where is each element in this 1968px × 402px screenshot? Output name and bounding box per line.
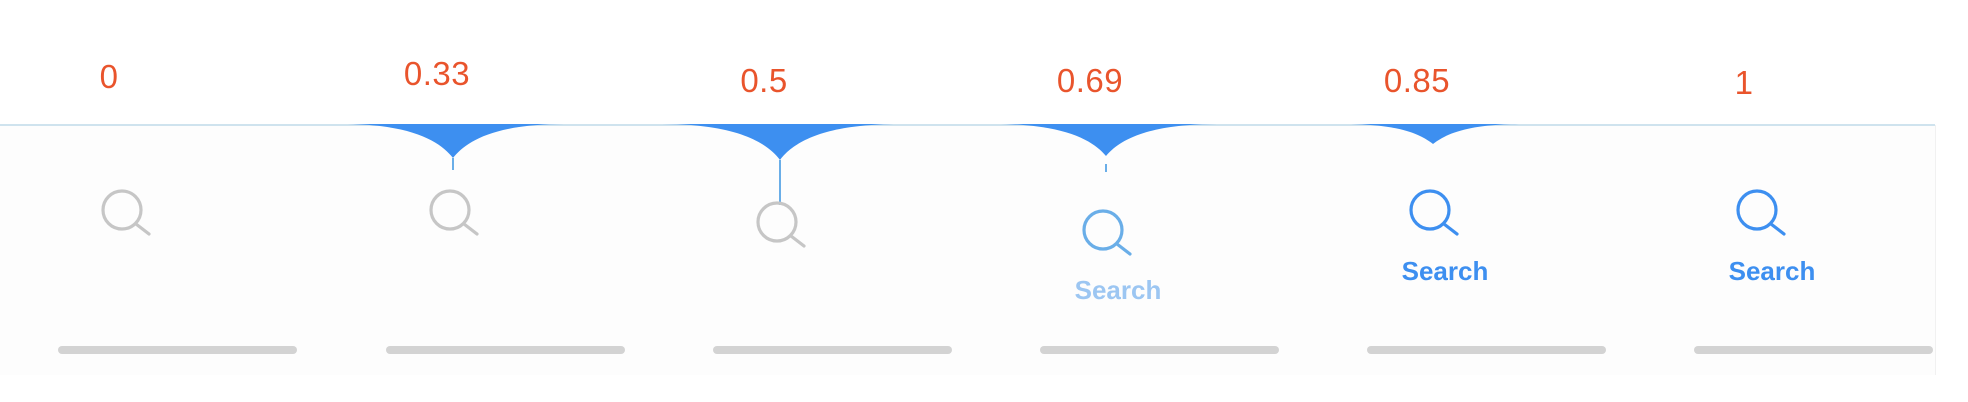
tab-bar-background (1608, 125, 1936, 375)
progress-value-label: 0.33 (403, 55, 471, 92)
home-indicator (1367, 346, 1606, 354)
tab-bar-background (954, 125, 1282, 375)
liquid-drop-shape (995, 124, 1217, 172)
search-icon[interactable] (754, 199, 814, 259)
home-indicator (386, 346, 625, 354)
search-icon[interactable] (99, 187, 159, 247)
liquid-drop-fill (1343, 124, 1523, 144)
home-indicator (1040, 346, 1279, 354)
liquid-drop-fill (342, 124, 564, 158)
animation-frame (627, 0, 955, 402)
liquid-drop-shape (662, 124, 898, 205)
liquid-drop-shape (342, 124, 564, 170)
search-icon[interactable] (1407, 187, 1467, 247)
animation-frame (1608, 0, 1936, 402)
tab-bar-top-border (0, 124, 327, 126)
animation-frame (1281, 0, 1609, 402)
tab-bar-background (300, 125, 628, 375)
liquid-drop-shape (1343, 124, 1523, 144)
progress-value-label: 0.5 (740, 62, 788, 99)
search-icon[interactable] (1734, 187, 1794, 247)
progress-value-label: 1 (1734, 64, 1754, 101)
home-indicator (58, 346, 297, 354)
progress-value-label: 0 (99, 58, 119, 95)
tab-bar-background (0, 125, 328, 375)
tab-label-search[interactable]: Search (1401, 256, 1489, 286)
tab-bar-background (627, 125, 955, 375)
progress-value-label: 0.85 (1383, 62, 1451, 99)
search-icon[interactable] (1080, 207, 1140, 267)
animation-frame (0, 0, 328, 402)
tab-bar-top-border (1608, 124, 1935, 126)
tab-label-search[interactable]: Search (1074, 275, 1162, 305)
tab-label-search[interactable]: Search (1728, 256, 1816, 286)
home-indicator (1694, 346, 1933, 354)
tab-bar-background (1281, 125, 1609, 375)
search-icon[interactable] (427, 187, 487, 247)
home-indicator (713, 346, 952, 354)
progress-value-label: 0.69 (1056, 62, 1124, 99)
animation-frame (300, 0, 628, 402)
animation-frame (954, 0, 1282, 402)
liquid-drop-fill (995, 124, 1217, 156)
liquid-drop-fill (662, 124, 898, 160)
